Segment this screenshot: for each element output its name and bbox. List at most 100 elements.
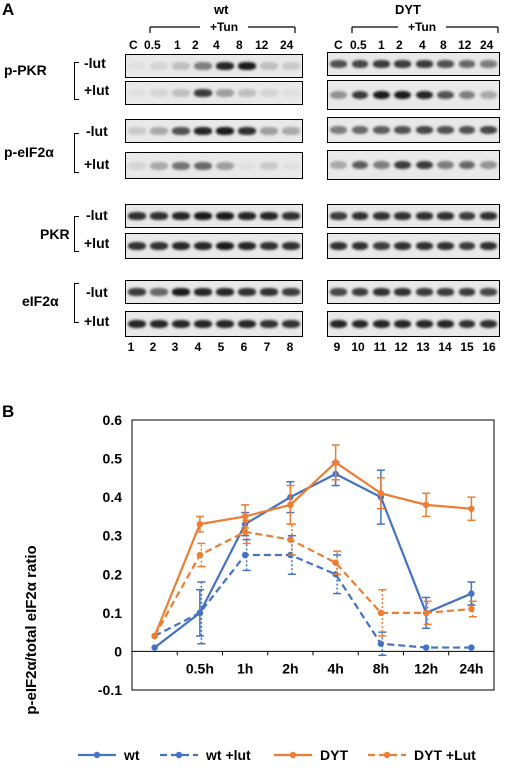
- data-point: [377, 490, 385, 497]
- blot-band: [351, 90, 369, 100]
- blot-p-eif2a-plus-lut-wt: [125, 152, 303, 179]
- blot-band: [282, 127, 300, 135]
- y-tick-label: 0.5: [103, 451, 123, 467]
- blot-band: [394, 90, 412, 100]
- blot-eif2a-plus-lut-dyt: [327, 311, 500, 337]
- row-label-eif2a: eIF2α: [22, 293, 59, 309]
- blot-band: [172, 161, 190, 170]
- data-point: [196, 520, 204, 528]
- blot-band: [282, 62, 300, 70]
- blot-band: [216, 89, 234, 97]
- blot-band: [260, 62, 278, 70]
- blot-band: [330, 242, 348, 250]
- row-bracket: [74, 62, 79, 100]
- lane-number: 10: [351, 340, 365, 354]
- blot-band: [172, 242, 190, 250]
- lane-header-label: 1: [378, 38, 385, 52]
- blot-band: [128, 242, 146, 250]
- blot-band: [128, 161, 146, 170]
- lane-number: 8: [286, 340, 294, 354]
- data-point: [241, 528, 249, 536]
- blot-band: [458, 320, 476, 328]
- blot-band: [458, 60, 476, 68]
- x-axis-ticks: 0.5h 1h 2h 4h 8h 12h 24h: [131, 651, 483, 676]
- blot-band: [194, 242, 212, 250]
- blot-band: [373, 160, 390, 170]
- blot-band: [282, 288, 300, 296]
- lane-number: 7: [263, 340, 271, 354]
- data-point: [241, 551, 249, 559]
- lane-header-label: 12: [458, 38, 472, 52]
- blot-band: [415, 212, 433, 220]
- blot-band: [479, 320, 497, 328]
- y-tick-label: -0.1: [98, 682, 122, 698]
- y-tick-label: 0: [114, 643, 122, 659]
- row-bracket: [74, 283, 79, 323]
- blot-band: [194, 212, 212, 220]
- blot-band: [150, 127, 168, 135]
- blot-pkr-minus-lut-wt: [125, 204, 303, 228]
- legend-label: DYT: [320, 747, 348, 763]
- blot-pkr-plus-lut-dyt: [327, 233, 500, 259]
- series-dyt: [151, 444, 476, 640]
- blot-band: [150, 320, 168, 328]
- series-line: [153, 530, 472, 637]
- blot-band: [415, 320, 433, 328]
- blot-band: [238, 127, 256, 135]
- lane-number: 9: [333, 340, 341, 354]
- data-point: [468, 590, 475, 597]
- blot-band: [172, 62, 190, 70]
- x-tick-label: 4h: [327, 660, 343, 676]
- blot-band: [437, 90, 454, 100]
- blot-band: [238, 212, 256, 220]
- legend-swatch-marker: [175, 751, 183, 759]
- blot-band: [330, 126, 348, 134]
- data-point: [332, 459, 339, 466]
- blot-eif2a-plus-lut-wt: [125, 311, 303, 337]
- blot-p-pkr-plus-lut-wt: [125, 81, 303, 105]
- minus-lut-label: -lut: [84, 55, 106, 71]
- blot-p-pkr-minus-lut-wt: [125, 54, 303, 78]
- x-tick-label: 12h: [414, 660, 438, 676]
- data-point: [287, 536, 294, 543]
- blot-band: [373, 288, 390, 296]
- series-line: [153, 461, 472, 637]
- blot-band: [194, 127, 212, 135]
- line-chart: p-eIF2α/total eIF2α ratio -0.1 0 0.1 0.2 0.3…: [23, 412, 495, 763]
- row-label-p-eif2a: p-eIF2α: [4, 144, 54, 160]
- row-label-p-pkr: p-PKR: [4, 62, 47, 78]
- blot-pkr-plus-lut-wt: [125, 233, 303, 259]
- blot-band: [282, 161, 300, 170]
- blot-band: [415, 242, 433, 250]
- blot-eif2a-minus-lut-wt: [125, 280, 303, 304]
- blot-band: [150, 212, 168, 220]
- blot-band: [282, 320, 300, 328]
- x-tick-label: 24h: [459, 660, 483, 676]
- data-point: [468, 605, 475, 613]
- blot-band: [394, 288, 412, 296]
- blot-band: [238, 89, 256, 97]
- blot-p-eif2a-minus-lut-dyt: [327, 117, 500, 143]
- blot-band: [479, 60, 497, 68]
- lane-number: 2: [149, 340, 157, 354]
- data-point: [468, 505, 475, 512]
- lane-number: 5: [217, 340, 225, 354]
- blot-band: [373, 90, 390, 100]
- tun-bracket-wt: +Tun: [149, 20, 296, 34]
- row-bracket: [74, 216, 79, 252]
- blot-band: [238, 161, 256, 170]
- tun-treatment-brackets: +Tun +Tun: [149, 20, 499, 34]
- blot-band: [330, 212, 348, 220]
- blot-band: [458, 242, 476, 250]
- blot-band: [458, 160, 476, 170]
- panel-a-letter: A: [2, 0, 15, 19]
- blot-band: [128, 62, 146, 70]
- blot-band: [394, 242, 412, 250]
- lane-header-label: 2: [396, 38, 403, 52]
- blot-band: [194, 320, 212, 328]
- blot-band: [479, 90, 497, 100]
- blot-band: [415, 160, 433, 170]
- blot-band: [479, 212, 497, 220]
- tun-label-wt: +Tun: [210, 20, 238, 34]
- blot-band: [260, 288, 278, 296]
